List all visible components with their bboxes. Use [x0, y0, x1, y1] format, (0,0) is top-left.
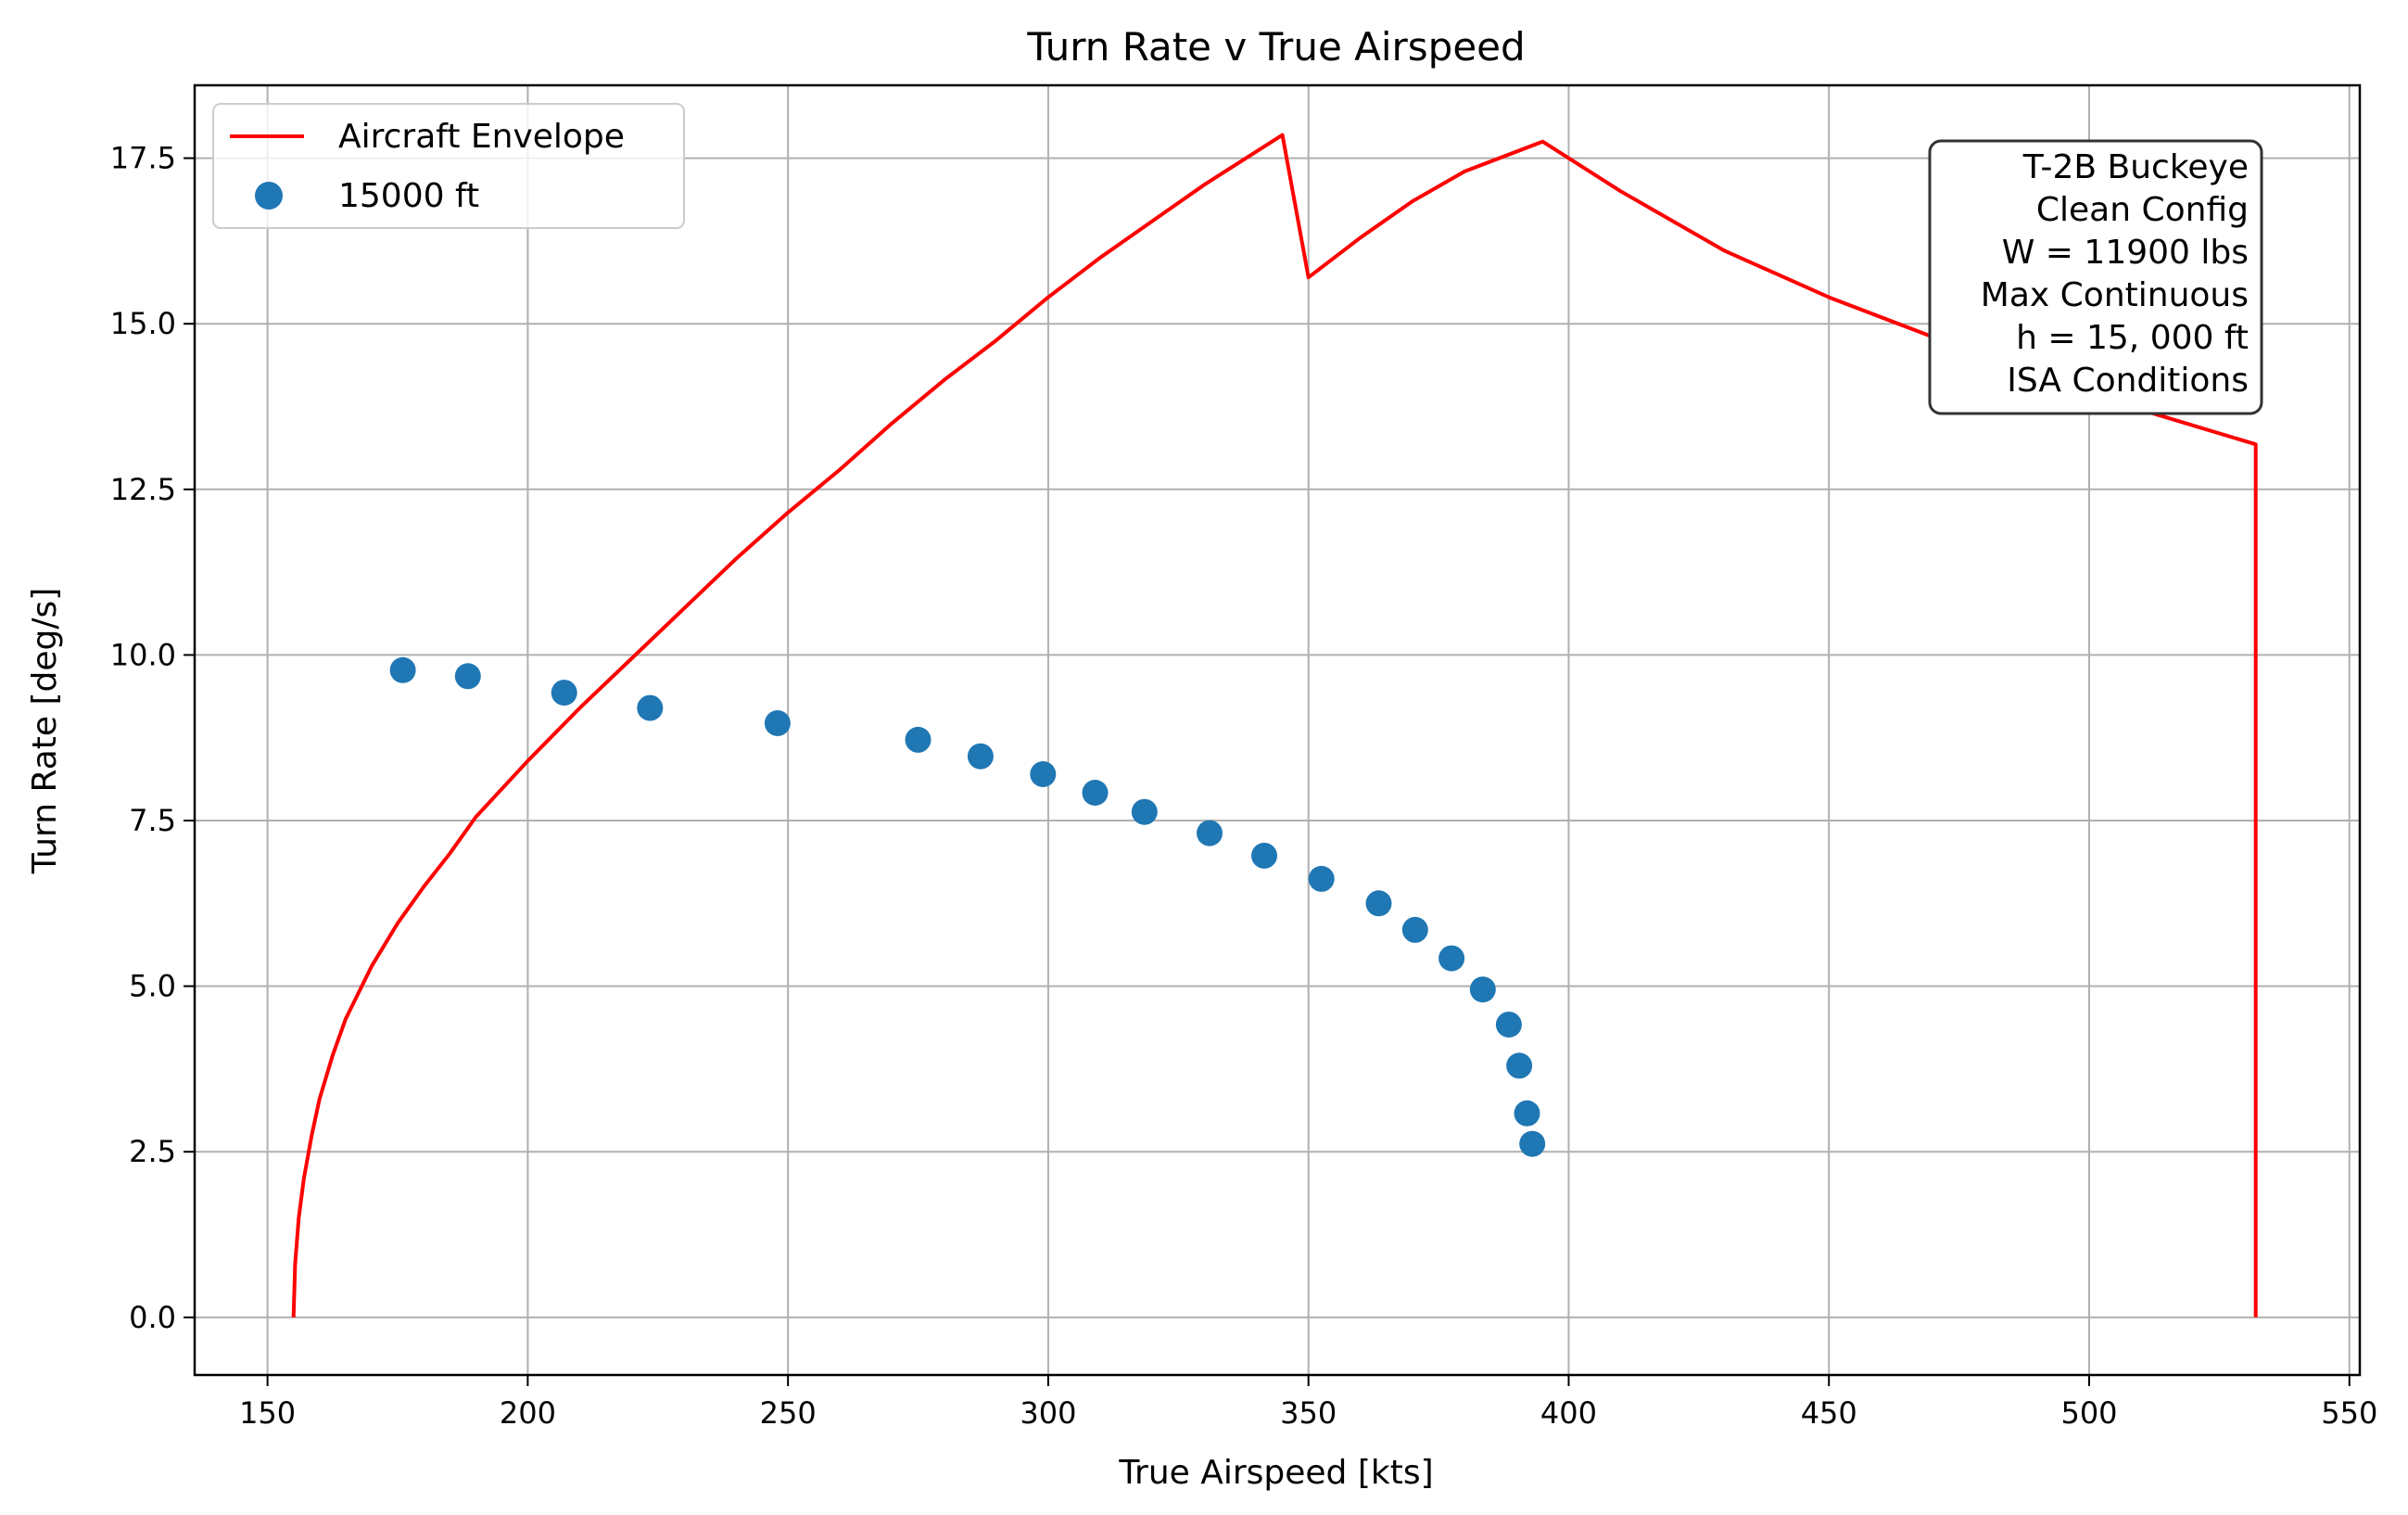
y-axis-label: Turn Rate [deg/s]	[26, 588, 64, 875]
x-tick-label: 150	[239, 1395, 296, 1431]
legend-swatch-15000ft	[255, 182, 283, 210]
annotation-frame	[1928, 139, 2263, 415]
data-point-15000ft	[1030, 761, 1057, 787]
data-point-15000ft	[1514, 1100, 1540, 1127]
axis-ticks: 150 200 250 300 350 400 450 500 550 0.0 2.5 5.0 7.5 1…	[110, 141, 2378, 1431]
x-tick-label: 300	[1020, 1395, 1076, 1431]
annotation-line-altitude: h = 15, 000 ft	[2016, 319, 2249, 357]
x-tick-label: 550	[2321, 1395, 2377, 1431]
legend: Aircraft Envelope 15000 ft	[212, 103, 685, 229]
data-point-15000ft	[967, 743, 994, 770]
x-tick-label: 350	[1280, 1395, 1337, 1431]
data-layer	[291, 133, 2258, 1318]
annotation-line-atmosphere: ISA Conditions	[2007, 362, 2249, 400]
annotation-box: T-2B Buckeye Clean Config W = 11900 lbs …	[1928, 139, 2263, 415]
data-point-15000ft	[905, 726, 932, 753]
data-point-15000ft	[454, 663, 481, 690]
y-tick-label: 0.0	[129, 1300, 176, 1335]
data-point-15000ft	[637, 694, 664, 721]
legend-label-envelope: Aircraft Envelope	[338, 118, 625, 156]
annotation-line-aircraft: T-2B Buckeye	[2022, 148, 2249, 186]
data-point-15000ft	[1131, 798, 1158, 825]
data-point-15000ft	[1308, 865, 1335, 892]
data-point-15000ft	[1365, 890, 1392, 917]
data-point-15000ft	[1495, 1012, 1522, 1038]
y-tick-label: 12.5	[110, 472, 176, 507]
chart-title: Turn Rate v True Airspeed	[1026, 24, 1525, 70]
x-tick-label: 200	[500, 1395, 556, 1431]
y-tick-label: 5.0	[129, 969, 176, 1004]
y-tick-label: 7.5	[129, 803, 176, 838]
data-point-15000ft	[1438, 945, 1465, 972]
x-tick-label: 500	[2060, 1395, 2117, 1431]
data-point-15000ft	[1401, 916, 1428, 943]
data-point-15000ft	[1506, 1052, 1533, 1079]
y-tick-label: 10.0	[110, 637, 176, 672]
x-tick-label: 400	[1540, 1395, 1597, 1431]
x-axis-label: True Airspeed [kts]	[1118, 1454, 1433, 1492]
annotation-line-power: Max Continuous	[1981, 276, 2249, 314]
x-tick-label: 450	[1801, 1395, 1857, 1431]
data-point-15000ft	[551, 680, 577, 707]
plot-frame	[193, 83, 2362, 1377]
data-point-15000ft	[389, 656, 416, 683]
data-point-15000ft	[1469, 976, 1496, 1003]
data-point-15000ft	[764, 710, 791, 736]
annotation-line-weight: W = 11900 lbs	[2002, 234, 2249, 272]
data-point-15000ft	[1519, 1130, 1546, 1157]
data-point-15000ft	[1082, 780, 1109, 806]
legend-label-15000ft: 15000 ft	[338, 177, 479, 215]
y-tick-label: 17.5	[110, 141, 176, 176]
data-point-15000ft	[1251, 842, 1277, 869]
y-tick-label: 2.5	[129, 1134, 176, 1169]
data-point-15000ft	[1197, 820, 1223, 847]
y-tick-label: 15.0	[110, 306, 176, 341]
aircraft-envelope-line	[291, 133, 2258, 1318]
legend-box	[212, 103, 685, 229]
x-tick-label: 250	[760, 1395, 817, 1431]
annotation-line-config: Clean Config	[2036, 191, 2249, 229]
